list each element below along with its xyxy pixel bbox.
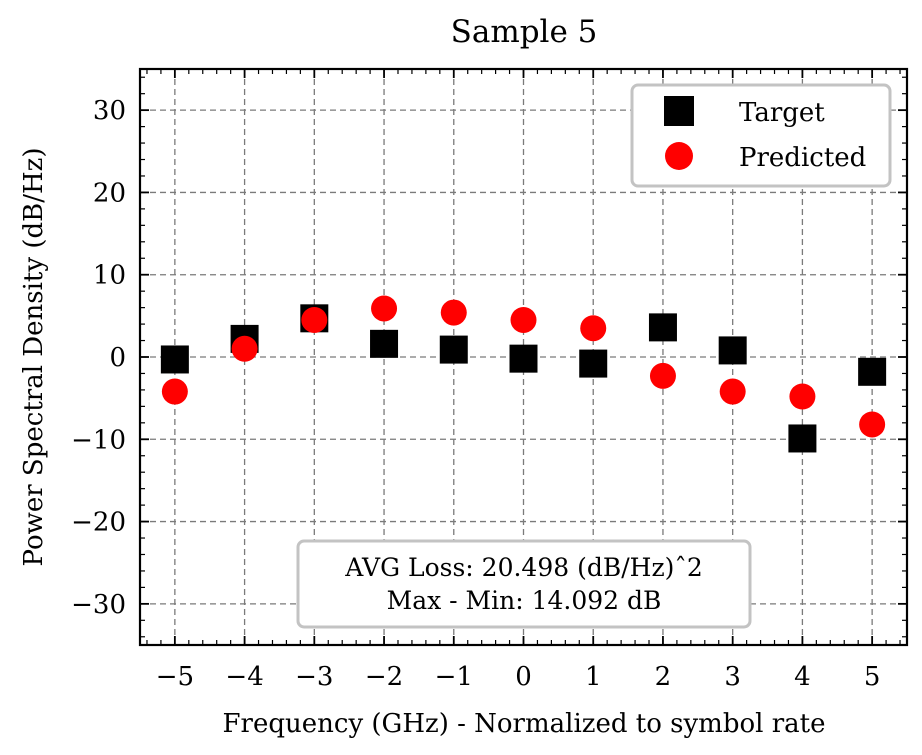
y-tick-labels: 30 20 10 0 −10 −20 −30: [71, 96, 126, 620]
x-tick-label: 0: [515, 662, 532, 692]
target-point: [788, 424, 817, 453]
predicted-point: [510, 306, 537, 333]
annotation-avg-loss: AVG Loss: 20.498 (dB/Hz)ˆ2: [344, 553, 703, 582]
y-tick-label: −10: [71, 425, 126, 455]
x-tick-label: 2: [655, 662, 672, 692]
x-tick-label: 3: [724, 662, 741, 692]
predicted-point: [859, 411, 886, 438]
x-tick-label: −4: [225, 662, 263, 692]
target-point: [718, 336, 747, 365]
target-point: [858, 357, 887, 386]
y-tick-label: 20: [93, 178, 126, 208]
target-point: [509, 344, 538, 373]
annotation-max-min: Max - Min: 14.092 dB: [387, 586, 662, 615]
y-tick-label: 10: [93, 261, 126, 291]
predicted-point: [301, 306, 328, 333]
predicted-point: [789, 383, 816, 410]
predicted-point: [371, 295, 398, 322]
legend: Target Predicted: [630, 83, 892, 188]
y-axis-label: Power Spectral Density (dB/Hz): [19, 148, 49, 567]
chart-title: Sample 5: [451, 14, 598, 50]
target-point: [370, 329, 399, 358]
legend-frame: [630, 83, 892, 188]
predicted-point: [719, 378, 746, 405]
predicted-point: [231, 335, 258, 362]
target-point: [160, 345, 189, 374]
annotation-box: AVG Loss: 20.498 (dB/Hz)ˆ2 Max - Min: 14…: [296, 539, 752, 629]
plot-frame: [138, 67, 909, 647]
legend-target-label: Target: [739, 98, 825, 128]
legend-predicted-marker: [665, 142, 693, 170]
target-point: [579, 349, 608, 378]
predicted-point: [161, 378, 188, 405]
major-ticks: [140, 69, 907, 645]
y-tick-label: −20: [71, 508, 126, 538]
predicted-point: [649, 362, 676, 389]
x-tick-labels: −5 −4 −3 −2 −1 0 1 2 3 4 5: [156, 662, 881, 692]
x-tick-label: 1: [585, 662, 602, 692]
predicted-point: [580, 315, 607, 342]
legend-predicted-label: Predicted: [739, 143, 866, 173]
x-axis-label: Frequency (GHz) - Normalized to symbol r…: [223, 709, 826, 739]
x-tick-label: −2: [365, 662, 403, 692]
annotation-frame: [296, 539, 752, 629]
y-tick-label: −30: [71, 590, 126, 620]
y-tick-label: 0: [109, 343, 126, 373]
target-point: [648, 313, 677, 342]
x-tick-label: 5: [864, 662, 881, 692]
x-tick-label: 4: [794, 662, 811, 692]
x-tick-label: −5: [156, 662, 194, 692]
data-points: [160, 295, 887, 453]
target-point: [439, 335, 468, 364]
legend-target-marker: [664, 96, 694, 126]
x-tick-label: −3: [295, 662, 333, 692]
x-tick-label: −1: [435, 662, 473, 692]
y-tick-label: 30: [93, 96, 126, 126]
predicted-point: [440, 299, 467, 326]
